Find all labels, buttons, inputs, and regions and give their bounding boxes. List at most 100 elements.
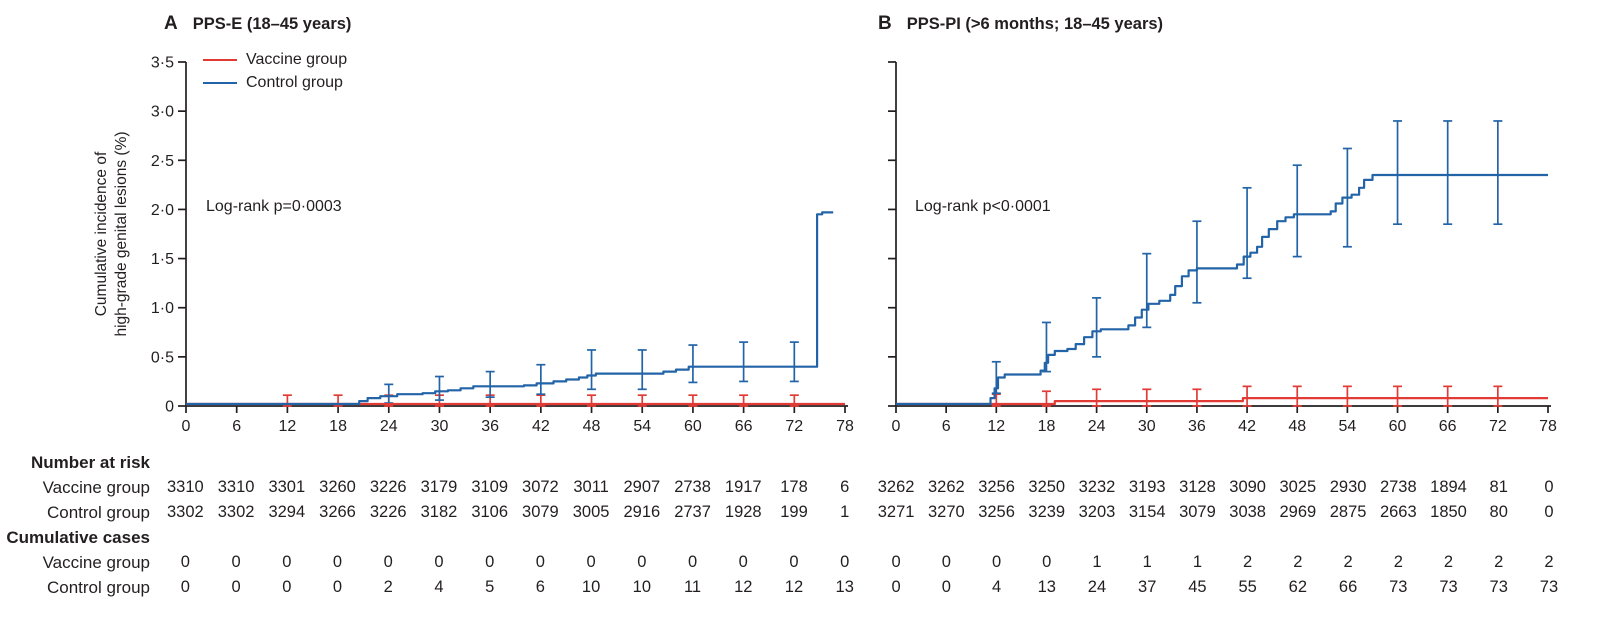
table-value: 0 <box>332 578 343 596</box>
panel-b-x-tick-label: 36 <box>1188 418 1206 435</box>
table-value: 0 <box>941 578 951 596</box>
table-value: 0 <box>891 578 901 596</box>
at-risk-control-values-b: 3271 3270 3256 3239 3203 3154 3079 3038 2969 2875… <box>871 500 1574 525</box>
table-value: 73 <box>1389 578 1408 596</box>
panel-a-y-tick-label: 0 <box>165 399 174 416</box>
cumulative-vaccine-values-b: 0 0 0 0 1 1 1 2 2 2 2 2 2 2 <box>871 550 1574 575</box>
row-label-vaccine: Vaccine group <box>42 478 150 497</box>
legend: Vaccine group Control group <box>203 51 347 92</box>
panel-a-y-tick-label: 3·0 <box>151 104 174 121</box>
legend-item-control: Control group <box>203 74 347 92</box>
table-value: 73 <box>1439 578 1458 596</box>
table-value: 3106 <box>471 503 509 521</box>
table-value: 3302 <box>217 503 255 521</box>
panel-a-x-tick-label: 6 <box>232 418 241 435</box>
table-value: 1 <box>1142 553 1152 571</box>
table-value: 4 <box>991 578 1002 596</box>
logrank-annotation-a: Log-rank p=0·0003 <box>206 198 342 215</box>
table-value: 3182 <box>420 503 458 521</box>
y-axis-title-line2: high-grade genital lesions (%) <box>113 131 130 337</box>
table-value: 3193 <box>1128 478 1166 496</box>
table-value: 0 <box>282 578 292 596</box>
table-value: 0 <box>535 553 545 571</box>
panel-a-x-tick-label: 42 <box>532 418 550 435</box>
panel-a-x-tick-label: 30 <box>431 418 449 435</box>
table-row-cumulative-vaccine: Vaccine group 0 0 0 0 0 0 0 0 0 0 0 0 0 0 0 0 0 0 1 1 1 2 2 2 2… <box>0 550 1598 575</box>
cumulative-control-values-a: 0 0 0 0 2 4 5 6 10 10 11 12 12 13 <box>160 575 870 600</box>
table-value: 6 <box>840 478 850 496</box>
vaccine-line-swatch <box>203 59 237 61</box>
panel-a-x-tick-label: 60 <box>684 418 702 435</box>
table-value: 73 <box>1489 578 1508 596</box>
panel-b-chart: 0 6 12 18 24 30 36 42 48 54 60 66 72 78 <box>888 61 1557 435</box>
y-axis-title-line1: Cumulative incidence of <box>93 151 110 317</box>
table-value: 2 <box>1494 553 1504 571</box>
panel-b-name: PPS-PI (>6 months; 18–45 years) <box>906 15 1164 33</box>
table-value: 3203 <box>1078 503 1116 521</box>
table-value: 0 <box>231 578 241 596</box>
table-value: 13 <box>835 578 854 596</box>
table-value: 3154 <box>1128 503 1166 521</box>
panel-b-x-tick-label: 66 <box>1439 418 1457 435</box>
table-value: 2738 <box>1379 478 1417 496</box>
table-row-header-cumulative: Cumulative cases <box>0 525 1598 550</box>
table-value: 178 <box>780 478 808 496</box>
table-value: 2907 <box>623 478 661 496</box>
table-value: 2 <box>383 578 393 596</box>
panel-a-y-tick-label: 3·5 <box>151 55 174 72</box>
table-value: 3090 <box>1229 478 1266 496</box>
table-value: 0 <box>687 553 698 571</box>
table-value: 0 <box>180 553 190 571</box>
at-risk-vaccine-values-a: 3310 3310 3301 3260 3226 3179 3109 3072 3011 2907… <box>160 475 870 500</box>
table-value: 2930 <box>1329 478 1367 496</box>
table-value: 3270 <box>927 503 965 521</box>
panel-b-control-curve <box>896 173 1548 406</box>
table-value: 2 <box>1293 553 1303 571</box>
table-value: 0 <box>231 553 241 571</box>
legend-label-vaccine: Vaccine group <box>246 51 348 68</box>
at-risk-vaccine-values-b: 3262 3262 3256 3250 3232 3193 3128 3090 3025 2930… <box>871 475 1574 500</box>
table-value: 3260 <box>319 478 356 496</box>
table-value: 5 <box>485 578 495 596</box>
legend-item-vaccine: Vaccine group <box>203 51 347 69</box>
table-value: 2875 <box>1329 503 1367 521</box>
panel-a-y-tick-label: 2·0 <box>151 202 174 219</box>
panel-b-x-tick-label: 30 <box>1138 418 1156 435</box>
table-value: 3256 <box>978 503 1015 521</box>
table-value: 0 <box>485 553 495 571</box>
table-value: 73 <box>1539 578 1559 596</box>
at-risk-header: Number at risk <box>30 453 150 472</box>
table-value: 0 <box>586 553 596 571</box>
table-value: 0 <box>637 553 647 571</box>
table-value: 3011 <box>573 478 609 496</box>
table-value: 3301 <box>268 478 306 496</box>
table-value: 3128 <box>1179 478 1216 496</box>
panel-b-x-tick-label: 42 <box>1238 418 1256 435</box>
table-value: 1 <box>1192 553 1203 571</box>
table-value: 10 <box>581 578 601 596</box>
table-value: 1928 <box>724 503 762 521</box>
table-value: 3250 <box>1028 478 1066 496</box>
at-risk-control-values-a: 3302 3302 3294 3266 3226 3182 3106 3079 3005 2916… <box>160 500 870 525</box>
table-value: 2 <box>1443 553 1454 571</box>
table-value: 12 <box>784 578 804 596</box>
panel-a-x-tick-label: 18 <box>329 418 347 435</box>
table-value: 3005 <box>572 503 610 521</box>
panel-b-x-tick-label: 12 <box>987 418 1005 435</box>
table-value: 1894 <box>1430 478 1467 496</box>
table-value: 0 <box>789 553 799 571</box>
table-value: 2737 <box>674 503 711 521</box>
panel-b-vaccine-curve <box>896 397 1548 406</box>
table-value: 10 <box>632 578 651 596</box>
table-value: 0 <box>738 553 748 571</box>
table-value: 3226 <box>369 503 407 521</box>
table-value: 13 <box>1037 578 1056 596</box>
table-value: 80 <box>1489 503 1508 521</box>
table-value: 0 <box>332 553 343 571</box>
panel-a-x-tick-label: 12 <box>278 418 296 435</box>
table-value: 3310 <box>167 478 204 496</box>
table-value: 66 <box>1338 578 1358 596</box>
table-value: 3226 <box>369 478 407 496</box>
table-value: 81 <box>1489 478 1508 496</box>
panel-a-control-curve <box>186 211 834 406</box>
